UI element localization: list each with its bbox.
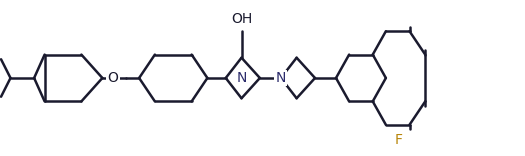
Text: OH: OH bbox=[231, 12, 252, 26]
Text: N: N bbox=[276, 71, 286, 85]
Text: N: N bbox=[236, 71, 247, 85]
Text: O: O bbox=[108, 71, 118, 85]
Text: F: F bbox=[395, 133, 403, 147]
